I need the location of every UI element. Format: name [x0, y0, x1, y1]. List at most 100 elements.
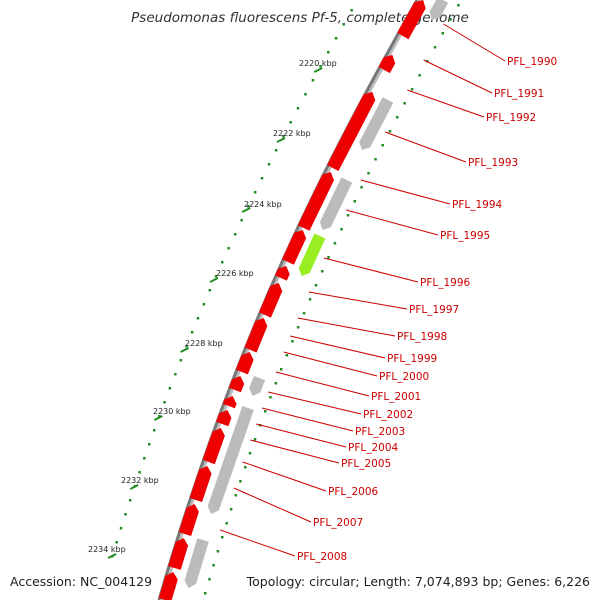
- backbone-shadow: [160, 0, 422, 600]
- tick-dot: [158, 415, 161, 418]
- tick-dot: [143, 457, 146, 460]
- forward-gene-arrow: [244, 318, 268, 353]
- gene-label: PFL_2008: [297, 551, 347, 563]
- tick-dot: [119, 527, 123, 530]
- gene-label: PFL_2001: [371, 391, 421, 403]
- tick-dot: [441, 32, 444, 35]
- leader-line: [360, 179, 451, 205]
- tick-dot: [174, 373, 177, 376]
- tick-dot: [216, 550, 220, 553]
- kbp-label: 2230 kbp: [153, 407, 191, 416]
- gene-label: PFL_2003: [355, 426, 405, 438]
- tick-dot: [214, 275, 218, 278]
- tick-dot: [410, 88, 414, 91]
- tick-dot: [360, 186, 363, 189]
- tick-dot: [304, 93, 307, 96]
- genome-title: Pseudomonas fluorescens Pf-5, complete g…: [131, 10, 469, 26]
- tick-dot: [327, 256, 330, 259]
- leader-line: [443, 23, 506, 62]
- leader-line: [346, 209, 439, 236]
- leader-line: [261, 407, 354, 432]
- highlighted-gene-arrow: [298, 233, 326, 276]
- tick-dot: [296, 107, 300, 110]
- reverse-gene-arrow: [359, 97, 394, 150]
- forward-gene-arrow: [189, 466, 212, 503]
- gene-label: PFL_1991: [494, 88, 544, 100]
- forward-gene-arrow: [297, 172, 334, 231]
- tick-dot: [168, 387, 172, 390]
- forward-gene-arrow: [178, 504, 199, 536]
- reverse-strand-features: [184, 0, 449, 588]
- tick-dot: [190, 331, 194, 334]
- reverse-gene-arrow: [249, 375, 266, 396]
- tick-dot: [124, 513, 127, 516]
- tick-dot: [334, 37, 338, 40]
- tick-dot: [163, 401, 166, 404]
- tick-dot: [234, 494, 237, 497]
- label-leader-lines: [220, 23, 506, 557]
- major-tick: [107, 553, 117, 559]
- kbp-label: 2228 kbp: [185, 339, 223, 348]
- tick-dot: [138, 471, 141, 474]
- tick-dot: [253, 191, 257, 194]
- tick-dot: [374, 158, 377, 161]
- gene-label: PFL_2004: [348, 442, 399, 454]
- tick-dot: [291, 340, 294, 343]
- major-tick: [129, 484, 139, 490]
- tick-dot: [247, 205, 250, 208]
- kbp-labels: 2220 kbp 2222 kbp 2224 kbp 2226 kbp 2228…: [88, 59, 337, 554]
- forward-gene-arrow: [378, 55, 396, 74]
- major-tick: [313, 67, 323, 73]
- tick-dot: [239, 480, 242, 483]
- gene-labels: PFL_1990 PFL_1991 PFL_1992 PFL_1993 PFL_…: [297, 56, 557, 563]
- tick-dot: [296, 326, 300, 329]
- kbp-label: 2220 kbp: [299, 59, 337, 68]
- major-tick: [241, 207, 251, 213]
- tick-dot: [267, 163, 271, 166]
- tick-dot: [274, 149, 278, 152]
- leader-line: [423, 59, 493, 94]
- tick-dot: [227, 247, 230, 250]
- leader-line: [384, 131, 467, 163]
- gene-label: PFL_1993: [468, 157, 518, 169]
- tick-dot: [260, 177, 264, 180]
- tick-dot: [327, 51, 330, 54]
- reverse-gene-arrow: [207, 406, 254, 514]
- leader-line: [297, 317, 396, 337]
- leader-line: [283, 351, 378, 377]
- leader-line: [242, 461, 327, 492]
- gene-label: PFL_1995: [440, 230, 490, 242]
- tick-dot: [196, 317, 200, 320]
- gene-label: PFL_1996: [420, 277, 471, 289]
- tick-dot: [314, 284, 318, 287]
- leader-line: [323, 257, 419, 283]
- tick-dot: [403, 102, 406, 105]
- tick-dot: [333, 242, 337, 245]
- tick-dot: [449, 18, 452, 21]
- gene-label: PFL_2002: [363, 409, 413, 421]
- tick-dot: [208, 578, 211, 581]
- gene-label: PFL_1998: [397, 331, 447, 343]
- forward-gene-arrow: [228, 376, 245, 393]
- kbp-label: 2222 kbp: [273, 129, 311, 138]
- kbp-label: 2226 kbp: [216, 269, 254, 278]
- forward-gene-arrow: [158, 572, 178, 600]
- gene-label: PFL_2000: [379, 371, 429, 383]
- leader-line: [250, 439, 340, 464]
- tick-dot: [396, 116, 399, 119]
- tick-dot: [229, 508, 233, 511]
- tick-dot: [388, 130, 392, 133]
- leader-line: [256, 423, 347, 448]
- genome-summary-text: Topology: circular; Length: 7,074,893 bp…: [246, 574, 590, 589]
- gene-label: PFL_2005: [341, 458, 391, 470]
- gene-label: PFL_1990: [507, 56, 557, 68]
- tick-dot: [153, 429, 156, 432]
- major-tick: [209, 277, 219, 283]
- tick-dot: [212, 564, 215, 567]
- kbp-label: 2224 kbp: [244, 200, 282, 209]
- tick-dot: [353, 200, 356, 203]
- leader-line: [220, 529, 296, 557]
- tick-dot: [202, 303, 206, 306]
- forward-gene-arrow: [327, 92, 376, 171]
- tick-dot: [204, 592, 207, 595]
